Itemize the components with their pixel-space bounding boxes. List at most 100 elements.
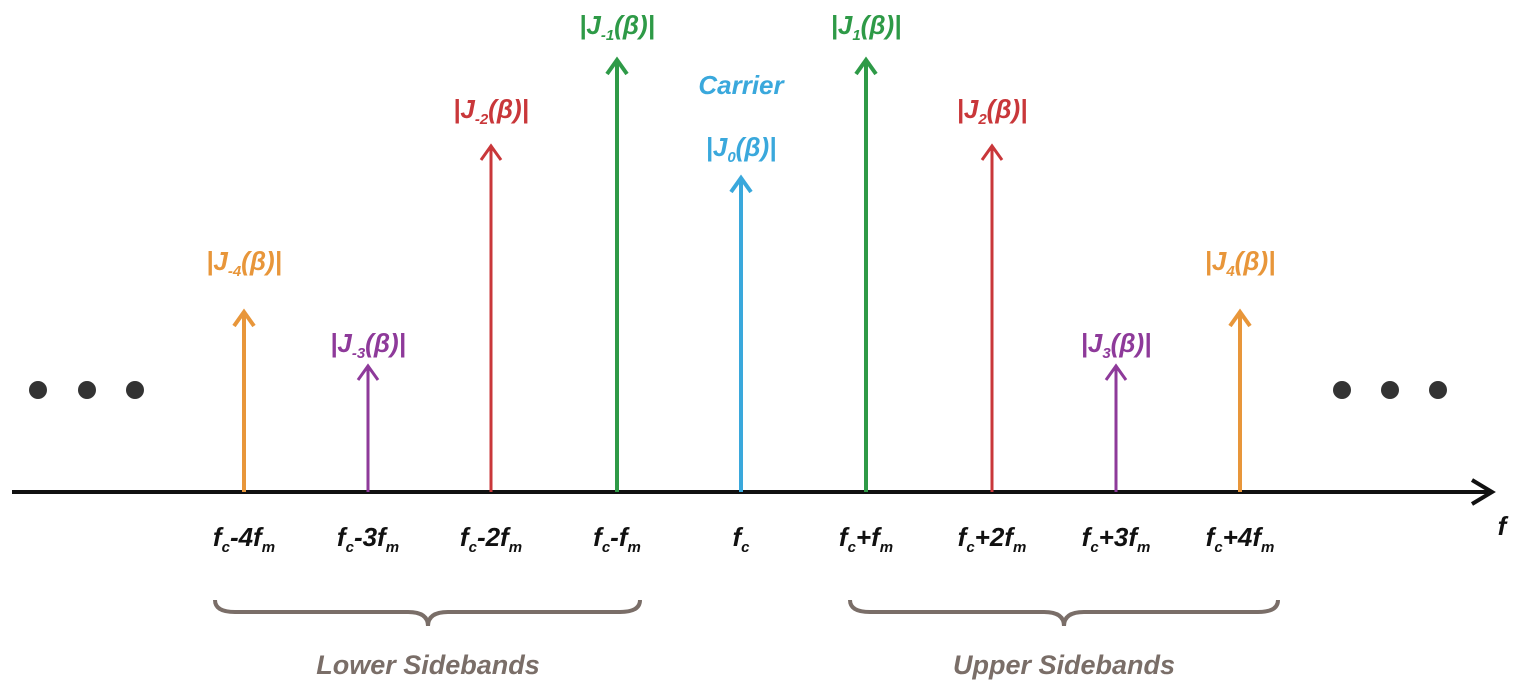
spectral-line: |J3(β)| fc+3fm xyxy=(1081,328,1152,556)
line-arrowhead xyxy=(980,143,1004,161)
subscript: c xyxy=(1090,539,1099,556)
subscript: -4 xyxy=(228,263,242,280)
frequency-label: fc xyxy=(732,522,750,556)
line-arrowhead xyxy=(1228,308,1252,328)
amplitude-label: |J-4(β)| xyxy=(206,246,282,280)
brace xyxy=(848,599,1280,627)
spectral-line: |J2(β)| fc+2fm xyxy=(957,94,1028,556)
dot xyxy=(126,381,144,399)
spectral-line: |J0(β)| fc xyxy=(706,132,777,556)
amplitude-label: |J4(β)| xyxy=(1205,246,1276,280)
dot xyxy=(1429,381,1447,399)
line-arrowhead xyxy=(605,56,629,76)
frequency-label: fc+2fm xyxy=(958,522,1027,556)
subscript: c xyxy=(346,539,355,556)
line-arrowhead xyxy=(1104,363,1128,381)
spectral-line: |J-3(β)| fc-3fm xyxy=(330,328,406,556)
text-part: f xyxy=(1082,522,1093,552)
text-part: (β)| xyxy=(1235,246,1276,276)
text-part: |J xyxy=(1081,328,1103,358)
subscript: m xyxy=(386,539,399,556)
line-arrowhead xyxy=(356,363,380,381)
dot xyxy=(29,381,47,399)
subscript: m xyxy=(1261,539,1274,556)
frequency-label: fc+3fm xyxy=(1082,522,1151,556)
subscript: m xyxy=(509,539,522,556)
frequency-label: fc+fm xyxy=(839,522,893,556)
text-part: (β)| xyxy=(736,132,777,162)
text-part: (β)| xyxy=(1111,328,1152,358)
subscript: 3 xyxy=(1102,345,1111,362)
line-arrowhead xyxy=(854,56,878,76)
spectral-line: |J-1(β)| fc-fm xyxy=(579,10,655,556)
text-part: |J xyxy=(706,132,728,162)
axis-label: f xyxy=(1498,511,1509,541)
spectral-line: |J-2(β)| fc-2fm xyxy=(453,94,529,556)
subscript: c xyxy=(966,539,975,556)
subscript: m xyxy=(880,539,893,556)
frequency-label: fc-3fm xyxy=(337,522,399,556)
subscript: m xyxy=(262,539,275,556)
subscript: 4 xyxy=(1225,263,1235,280)
text-part: (β)| xyxy=(241,246,282,276)
subscript: c xyxy=(1214,539,1223,556)
subscript: -2 xyxy=(475,111,489,128)
amplitude-label: |J-2(β)| xyxy=(453,94,529,128)
subscript: -3 xyxy=(352,345,366,362)
text-part: f xyxy=(460,522,471,552)
amplitude-label: |J1(β)| xyxy=(831,10,902,44)
dot xyxy=(1381,381,1399,399)
text-part: (β)| xyxy=(861,10,902,40)
amplitude-label: |J-1(β)| xyxy=(579,10,655,44)
text-part: f xyxy=(1206,522,1217,552)
subscript: 0 xyxy=(727,149,736,166)
line-arrowhead xyxy=(479,143,503,161)
amplitude-label: |J3(β)| xyxy=(1081,328,1152,362)
subscript: c xyxy=(602,539,611,556)
subscript: 2 xyxy=(977,111,987,128)
band-label: Lower Sidebands xyxy=(316,650,540,680)
text-part: -4f xyxy=(230,522,264,552)
text-part: f xyxy=(593,522,604,552)
spectral-line: |J4(β)| fc+4fm xyxy=(1205,246,1276,556)
line-arrowhead xyxy=(232,308,256,328)
amplitude-label: |J-3(β)| xyxy=(330,328,406,362)
text-part: f xyxy=(839,522,850,552)
text-part: |J xyxy=(579,10,601,40)
axis-arrowhead xyxy=(1470,478,1496,506)
line-arrowhead xyxy=(729,174,753,194)
text-part: -f xyxy=(610,522,630,552)
text-part: f xyxy=(213,522,224,552)
amplitude-label: |J0(β)| xyxy=(706,132,777,166)
spectral-line: |J1(β)| fc+fm xyxy=(831,10,902,556)
text-part: f xyxy=(732,522,743,552)
subscript: m xyxy=(628,539,641,556)
text-part: (β)| xyxy=(365,328,406,358)
frequency-label: fc-4fm xyxy=(213,522,275,556)
text-part: +2f xyxy=(975,522,1016,552)
frequency-label: fc-2fm xyxy=(460,522,522,556)
text-part: |J xyxy=(206,246,228,276)
subscript: 1 xyxy=(852,27,860,44)
text-part: |J xyxy=(1205,246,1227,276)
text-part: -3f xyxy=(354,522,388,552)
text-part: (β)| xyxy=(614,10,655,40)
amplitude-label: |J2(β)| xyxy=(957,94,1028,128)
dot xyxy=(1333,381,1351,399)
dot xyxy=(78,381,96,399)
band-label: Upper Sidebands xyxy=(953,650,1175,680)
subscript: c xyxy=(741,539,750,556)
subscript: c xyxy=(222,539,231,556)
carrier-label: Carrier xyxy=(698,70,785,100)
subscript: c xyxy=(848,539,857,556)
text-part: f xyxy=(337,522,348,552)
ellipsis-dots xyxy=(29,381,1447,399)
subscript: m xyxy=(1013,539,1026,556)
brace xyxy=(213,599,642,627)
spectral-line: |J-4(β)| fc-4fm xyxy=(206,246,282,556)
text-part: +f xyxy=(856,522,882,552)
text-part: |J xyxy=(957,94,979,124)
text-part: (β)| xyxy=(488,94,529,124)
subscript: c xyxy=(469,539,478,556)
